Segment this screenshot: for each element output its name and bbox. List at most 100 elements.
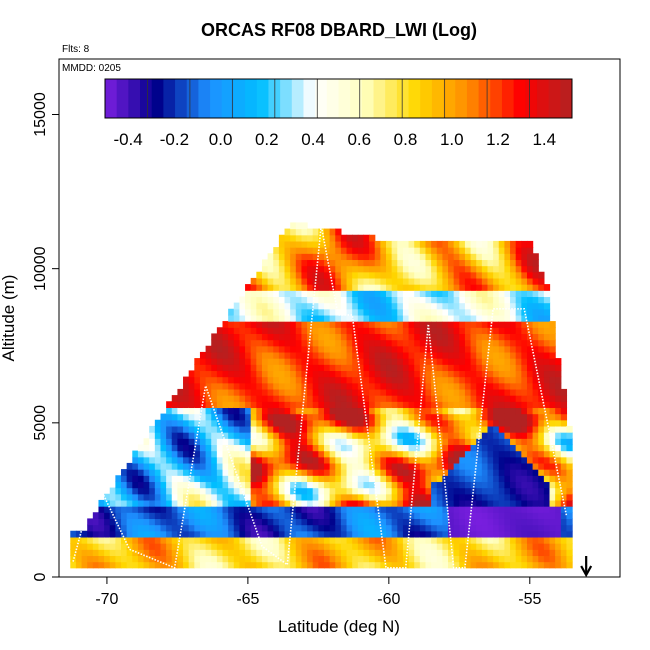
heatmap-cell <box>222 425 229 433</box>
heatmap-cell <box>160 469 167 476</box>
heatmap-cell <box>216 549 224 557</box>
heatmap-cell <box>284 302 291 310</box>
heatmap-cell <box>307 432 314 439</box>
heatmap-cell <box>301 240 308 248</box>
colorbar-segment <box>338 79 351 118</box>
heatmap-cell <box>166 487 173 495</box>
heatmap-cell <box>470 425 477 433</box>
heatmap-cell <box>183 456 190 464</box>
heatmap-cell <box>329 462 336 470</box>
heatmap-cell <box>448 308 455 316</box>
heatmap-cell <box>312 456 319 464</box>
heatmap-cell <box>250 512 257 520</box>
heatmap-cell <box>357 333 365 341</box>
heatmap-cell <box>211 561 218 569</box>
heatmap-cell <box>346 382 353 390</box>
heatmap-cell <box>386 450 393 458</box>
heatmap-cell <box>504 432 511 439</box>
heatmap-cell <box>171 462 178 470</box>
heatmap-cell <box>538 444 545 452</box>
heatmap-cell <box>267 265 274 273</box>
heatmap-cell <box>414 382 421 390</box>
heatmap-cell <box>526 388 534 396</box>
heatmap-cell <box>459 364 466 372</box>
heatmap-cell <box>357 271 365 279</box>
heatmap-cell <box>261 308 269 316</box>
heatmap-cell <box>278 327 286 335</box>
heatmap-cell <box>504 512 511 520</box>
heatmap-cell <box>363 345 370 353</box>
heatmap-cell <box>346 536 353 544</box>
heatmap-cell <box>250 456 257 464</box>
heatmap-cell <box>301 413 308 421</box>
heatmap-cell <box>369 549 376 557</box>
heatmap-cell <box>453 240 460 248</box>
heatmap-cell <box>476 290 483 298</box>
heatmap-cell <box>216 382 224 390</box>
heatmap-cell <box>143 499 150 507</box>
heatmap-cell <box>515 444 522 452</box>
heatmap-cell <box>453 536 460 544</box>
heatmap-cell <box>166 444 173 452</box>
heatmap-cell <box>363 506 370 513</box>
heatmap-cell <box>357 506 365 513</box>
heatmap-cell <box>464 450 472 458</box>
heatmap-cell <box>374 351 381 359</box>
heatmap-cell <box>222 364 229 372</box>
heatmap-cell <box>126 499 133 507</box>
heatmap-cell <box>340 277 348 285</box>
heatmap-cell <box>340 536 348 544</box>
heatmap-cell <box>335 444 342 452</box>
heatmap-cell <box>166 407 173 415</box>
heatmap-cell <box>419 481 427 489</box>
heatmap-cell <box>183 555 190 563</box>
heatmap-cell <box>290 327 297 335</box>
heatmap-cell <box>498 419 506 427</box>
heatmap-cell <box>346 388 353 396</box>
heatmap-cell <box>464 499 472 507</box>
heatmap-cell <box>425 419 432 427</box>
heatmap-cell <box>521 512 528 520</box>
heatmap-cell <box>290 456 297 464</box>
heatmap-cell <box>222 370 229 378</box>
heatmap-cell <box>521 499 528 507</box>
heatmap-cell <box>526 487 534 495</box>
heatmap-cell <box>211 376 218 384</box>
heatmap-cell <box>419 327 427 335</box>
heatmap-cell <box>431 475 438 483</box>
heatmap-cell <box>284 370 291 378</box>
heatmap-cell <box>391 506 398 513</box>
heatmap-cell <box>329 265 336 273</box>
colorbar-segment <box>560 79 573 118</box>
heatmap-cell <box>273 512 280 520</box>
heatmap-cell <box>284 462 291 470</box>
heatmap-cell <box>261 413 269 421</box>
heatmap-cell <box>205 549 212 557</box>
heatmap-cell <box>549 561 556 569</box>
heatmap-cell <box>498 493 506 501</box>
heatmap-cell <box>476 543 483 550</box>
heatmap-cell <box>205 376 212 384</box>
heatmap-cell <box>199 413 207 421</box>
heatmap-cell <box>329 364 336 372</box>
heatmap-cell <box>493 425 500 433</box>
heatmap-cell <box>498 444 506 452</box>
heatmap-cell <box>476 351 483 359</box>
heatmap-cell <box>436 536 443 544</box>
heatmap-cell <box>115 518 122 526</box>
heatmap-cell <box>233 493 241 501</box>
heatmap-cell <box>261 345 269 353</box>
heatmap-cell <box>250 395 257 402</box>
heatmap-cell <box>346 265 353 273</box>
heatmap-cell <box>374 321 381 328</box>
heatmap-cell <box>239 388 246 396</box>
heatmap-cell <box>183 462 190 470</box>
heatmap-cell <box>307 543 314 550</box>
heatmap-cell <box>267 395 274 402</box>
heatmap-cell <box>459 524 466 532</box>
heatmap-cell <box>526 314 534 322</box>
heatmap-cell <box>487 561 494 569</box>
heatmap-cell <box>312 493 319 501</box>
heatmap-cell <box>239 358 246 365</box>
heatmap-cell <box>391 290 398 298</box>
